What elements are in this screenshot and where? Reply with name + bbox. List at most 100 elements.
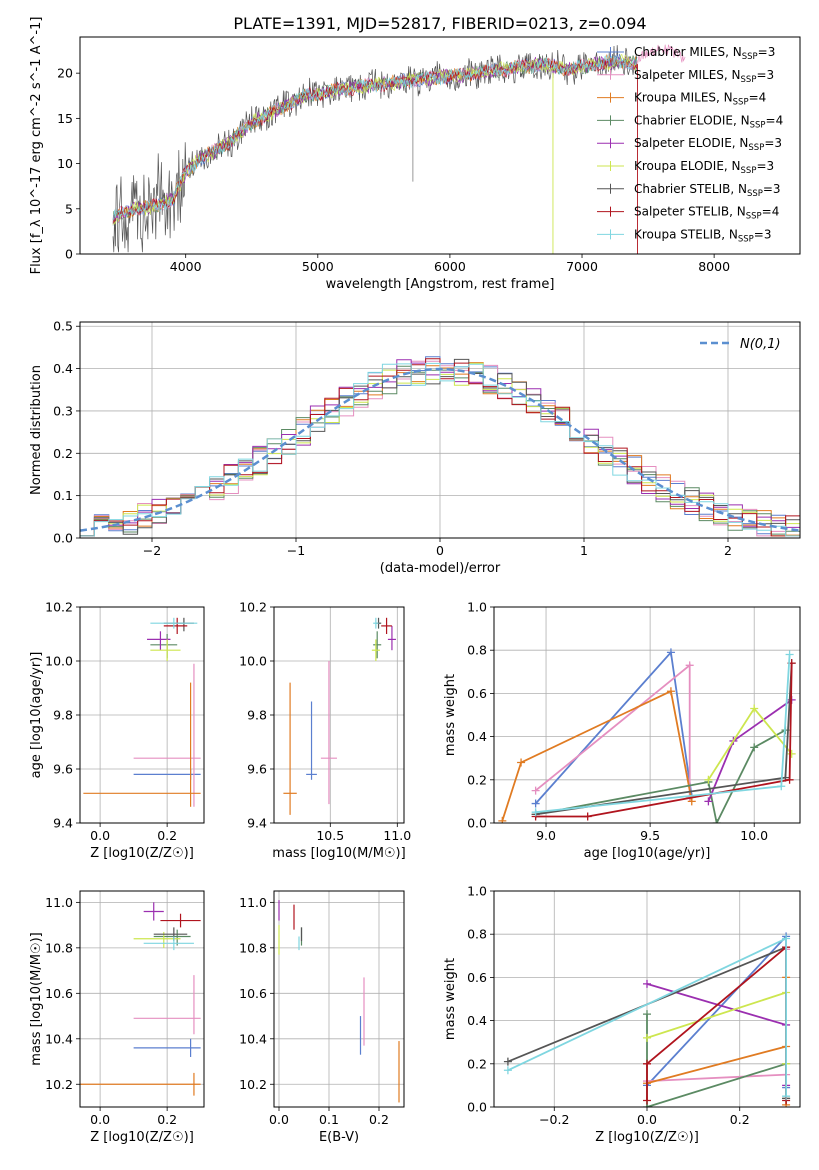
series-line: [535, 654, 791, 814]
y-tick-label: 10.2: [239, 600, 267, 615]
spectrum-line-observed: [637, 44, 686, 65]
series-line: [646, 991, 787, 1064]
series-kroupa-miles: [643, 973, 791, 1107]
data-point: [785, 775, 794, 784]
y-tick-label: 0.4: [467, 1013, 487, 1028]
x-tick-label: 0.0: [269, 1112, 289, 1127]
y-tick-label: 20: [57, 66, 73, 81]
y-tick-label: 10.6: [45, 986, 73, 1001]
x-tick-label: 11.0: [383, 828, 411, 843]
legend-label: Salpeter ELODIE, NSSP=3: [634, 136, 782, 153]
y-tick-label: 9.4: [247, 816, 267, 831]
spectrum-line-kroupa-elodie: [112, 54, 638, 226]
y-tick-label: 0.8: [467, 643, 487, 658]
series-line: [646, 1014, 787, 1107]
data-point: [712, 819, 721, 823]
data-point: [782, 1092, 791, 1101]
data-point: [503, 1057, 512, 1066]
axes-frame: [493, 890, 801, 1108]
legend-label: Chabrier ELODIE, NSSP=4: [634, 113, 783, 130]
point-kroupa-stelib: [373, 617, 379, 629]
plot-area: [503, 932, 791, 1107]
x-tick-label: 4000: [170, 259, 202, 274]
spectrum-line-salpeter-elodie: [112, 55, 638, 224]
series-kroupa-stelib: [503, 934, 791, 1101]
residual-legend: N(0,1): [700, 337, 781, 352]
x-tick-label: 2: [724, 543, 732, 558]
y-axis-label: Normed distribution: [29, 365, 44, 495]
x-axis-label: mass [log10(M/M☉)]: [272, 846, 405, 861]
x-tick-label: 10.5: [316, 828, 344, 843]
y-tick-label: 0.4: [467, 729, 487, 744]
y-tick-label: 0: [65, 247, 73, 262]
data-point: [643, 979, 651, 988]
x-tick-label: 8000: [698, 259, 730, 274]
point-salpeter-stelib: [163, 617, 188, 634]
panel-residuals: −2 −1 0 1 2 0.0 0.1 0.2 0.3 0.4 0.5 (data-model)/er…: [29, 319, 801, 576]
data-point: [517, 758, 526, 767]
data-point: [687, 797, 696, 806]
y-axis-label: mass weight: [443, 958, 458, 1040]
data-point: [787, 749, 796, 758]
y-tick-label: 9.8: [53, 708, 73, 723]
series-kroupa-elodie: [704, 704, 796, 784]
y-tick-label: 10.4: [45, 1031, 73, 1046]
legend-label: Chabrier STELIB, NSSP=3: [634, 182, 781, 199]
point-kroupa-elodie: [371, 639, 380, 661]
data-point: [666, 687, 675, 696]
x-tick-label: 0.2: [157, 1112, 177, 1127]
plot-area: [83, 617, 201, 807]
spectrum-line-chabrier-stelib: [112, 45, 638, 253]
data-point: [531, 808, 540, 817]
data-point: [643, 1010, 651, 1019]
legend-label: Kroupa MILES, NSSP=4: [634, 91, 766, 108]
legend-label: Kroupa ELODIE, NSSP=3: [634, 159, 774, 176]
point-salpeter-miles: [133, 663, 201, 807]
y-tick-label: 0.2: [467, 772, 487, 787]
plot-area: [278, 900, 400, 1103]
panel-age-vs-mass: 10.5 11.0 9.4 9.6 9.8 10.0 10.2 mass [log10(M/M…: [239, 600, 411, 862]
point-kroupa-miles: [80, 1072, 201, 1096]
y-tick-label: 10.8: [45, 940, 73, 955]
legend-label: Salpeter STELIB, NSSP=4: [634, 205, 779, 222]
data-point: [666, 648, 675, 657]
y-tick-label: 0.6: [467, 970, 487, 985]
x-tick-label: 0.0: [90, 828, 110, 843]
x-tick-label: 0.2: [730, 1112, 750, 1127]
x-tick-label: 0.0: [90, 1112, 110, 1127]
series-line: [535, 729, 786, 823]
x-tick-label: −0.2: [539, 1112, 569, 1127]
data-point: [531, 786, 540, 795]
legend-label: Salpeter MILES, NSSP=3: [634, 68, 774, 85]
series-kroupa-elodie: [643, 988, 791, 1068]
series-chabrier-miles: [643, 932, 791, 1092]
point-chabrier-miles: [133, 1038, 201, 1057]
data-point: [643, 1033, 651, 1042]
y-tick-label: 0.2: [53, 446, 73, 461]
data-point: [583, 812, 592, 821]
point-kroupa-miles: [83, 682, 201, 807]
y-tick-label: 0.3: [53, 403, 73, 418]
data-point: [750, 704, 759, 713]
x-axis-label: Z [log10(Z/Z☉)]: [90, 846, 194, 861]
y-tick-label: 9.4: [53, 816, 73, 831]
y-tick-label: 10.2: [239, 1077, 267, 1092]
y-tick-label: 10.4: [239, 1031, 267, 1046]
x-tick-label: −2: [143, 543, 161, 558]
y-tick-label: 0.0: [467, 1100, 487, 1115]
point-chabrier-elodie: [150, 634, 178, 659]
data-point: [498, 816, 507, 823]
data-point: [685, 661, 694, 670]
x-tick-label: 9.5: [640, 828, 660, 843]
y-tick-label: 10: [57, 156, 73, 171]
point-chabrier-elodie: [373, 631, 382, 659]
x-tick-label: 0.2: [157, 828, 177, 843]
y-tick-label: 0.8: [467, 927, 487, 942]
x-tick-label: 1: [580, 543, 588, 558]
data-point: [503, 1066, 512, 1075]
y-axis-label: age [log10(age/yr)]: [29, 652, 44, 779]
plot-area: [80, 902, 201, 1096]
data-point: [782, 934, 791, 943]
y-tick-label: 9.6: [53, 762, 73, 777]
